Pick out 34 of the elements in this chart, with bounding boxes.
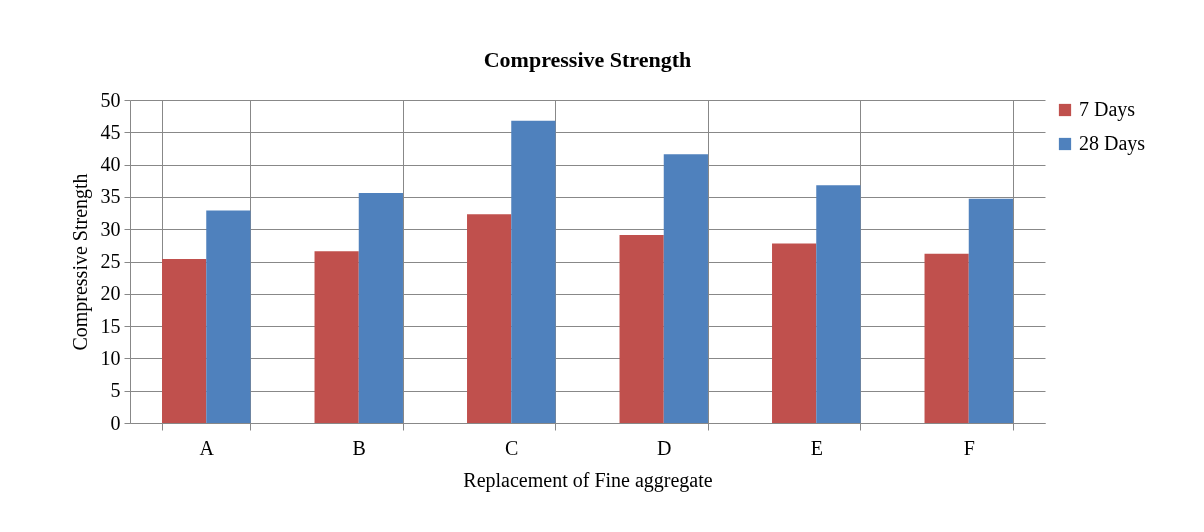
y-tick-label: 20: [100, 282, 121, 305]
bar: [314, 251, 359, 423]
bar: [924, 253, 969, 423]
x-tick-label: C: [505, 436, 519, 459]
bar: [358, 193, 403, 423]
bar: [619, 235, 664, 423]
y-tick-label: 40: [100, 153, 121, 176]
y-tick-label: 15: [100, 314, 121, 337]
x-axis-title: Replacement of Fine aggregate: [463, 468, 713, 492]
bar: [206, 210, 251, 423]
bar: [772, 243, 817, 423]
chart-title: Compressive Strength: [483, 47, 692, 72]
x-tick-label: A: [199, 436, 215, 459]
y-axis-title: Compressive Strength: [68, 173, 92, 351]
legend-label: 28 Days: [1079, 132, 1146, 155]
y-tick-label: 50: [100, 88, 121, 111]
bar: [467, 214, 512, 423]
bar: [816, 185, 861, 423]
bar: [968, 198, 1013, 423]
legend-label: 7 Days: [1079, 98, 1136, 121]
bar: [511, 120, 556, 423]
x-tick-label: E: [810, 436, 823, 459]
y-tick-label: 5: [110, 379, 121, 402]
y-tick-label: 25: [100, 250, 121, 272]
y-tick-label: 45: [100, 120, 121, 143]
bar: [663, 154, 708, 423]
y-tick-label: 10: [100, 346, 121, 369]
x-tick-label: B: [352, 436, 366, 459]
x-tick-label: F: [963, 436, 975, 459]
y-tick-label: 35: [100, 185, 121, 208]
x-tick-label: D: [657, 436, 672, 459]
bar: [162, 258, 207, 423]
y-tick-label: 0: [110, 411, 121, 434]
y-tick-label: 30: [100, 217, 121, 240]
